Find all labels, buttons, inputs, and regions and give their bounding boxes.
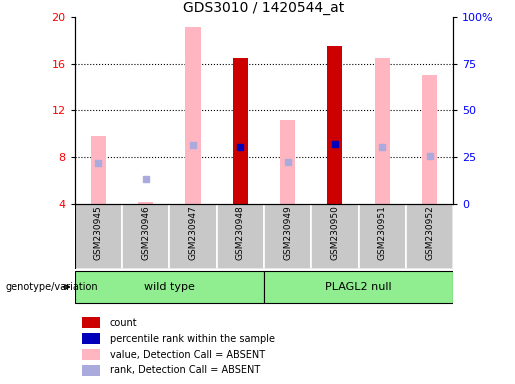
Text: GSM230946: GSM230946 xyxy=(141,205,150,260)
Text: GSM230945: GSM230945 xyxy=(94,205,103,260)
Bar xyxy=(82,333,100,344)
Bar xyxy=(406,204,453,269)
Text: GSM230951: GSM230951 xyxy=(377,205,387,260)
Text: wild type: wild type xyxy=(144,282,195,292)
Bar xyxy=(328,46,342,204)
Title: GDS3010 / 1420544_at: GDS3010 / 1420544_at xyxy=(183,1,345,15)
Bar xyxy=(311,204,358,269)
Bar xyxy=(122,204,169,269)
Bar xyxy=(91,136,106,204)
Bar xyxy=(264,271,453,303)
Bar xyxy=(82,349,100,360)
Text: genotype/variation: genotype/variation xyxy=(5,282,98,292)
Text: count: count xyxy=(110,318,138,328)
Bar xyxy=(358,204,406,269)
Text: PLAGL2 null: PLAGL2 null xyxy=(325,282,392,292)
Text: GSM230950: GSM230950 xyxy=(331,205,339,260)
Text: GSM230952: GSM230952 xyxy=(425,205,434,260)
Bar xyxy=(217,204,264,269)
Bar xyxy=(82,317,100,328)
Text: rank, Detection Call = ABSENT: rank, Detection Call = ABSENT xyxy=(110,366,260,376)
Bar xyxy=(169,204,217,269)
Bar xyxy=(138,202,153,204)
Bar xyxy=(75,271,264,303)
Bar xyxy=(374,58,390,204)
Text: value, Detection Call = ABSENT: value, Detection Call = ABSENT xyxy=(110,349,265,359)
Bar xyxy=(82,365,100,376)
Text: GSM230949: GSM230949 xyxy=(283,205,292,260)
Text: percentile rank within the sample: percentile rank within the sample xyxy=(110,334,275,344)
Bar xyxy=(264,204,311,269)
Bar xyxy=(185,26,200,204)
Text: GSM230947: GSM230947 xyxy=(188,205,197,260)
Bar xyxy=(75,204,122,269)
Bar xyxy=(233,58,248,204)
Bar xyxy=(280,120,295,204)
Bar xyxy=(422,76,437,204)
Text: GSM230948: GSM230948 xyxy=(236,205,245,260)
